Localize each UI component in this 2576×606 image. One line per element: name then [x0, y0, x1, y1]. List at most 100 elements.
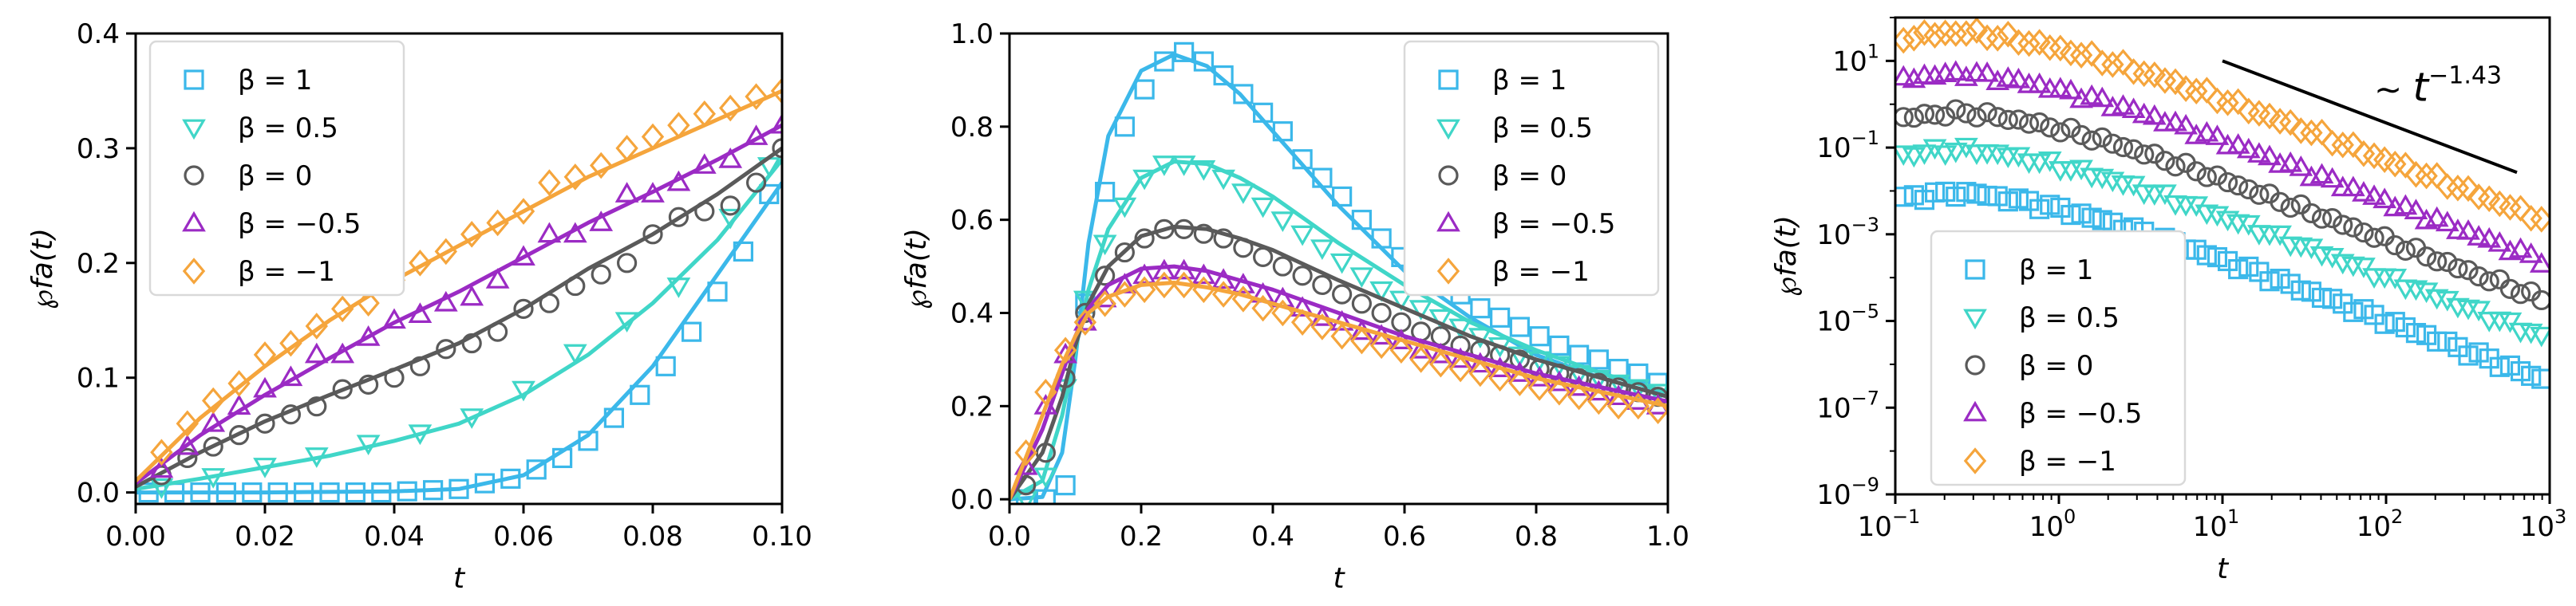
legend-item-beta-1: β = 1 [184, 65, 312, 96]
data-point [2196, 167, 2217, 187]
x-axis-label: t [453, 562, 466, 595]
data-point [2268, 225, 2292, 246]
data-point [563, 344, 587, 365]
data-point [150, 439, 173, 466]
data-point [279, 365, 303, 387]
data-point [2384, 234, 2405, 256]
data-point [2123, 139, 2144, 159]
legend-marker [182, 211, 206, 232]
data-point [720, 195, 741, 216]
data-point [1350, 327, 1373, 355]
data-point [436, 339, 456, 360]
data-point [2393, 194, 2418, 215]
legend: β = 1 β = 0.5 β = 0 β = −0.5 β = −1 [1930, 230, 2187, 486]
x-tick-label: 100 [2029, 506, 2076, 543]
data-point [770, 77, 782, 104]
data-point [2467, 225, 2491, 246]
data-point [371, 482, 392, 503]
data-point [2322, 289, 2343, 309]
data-point [1975, 61, 1999, 82]
x-tick-label: 0.2 [1120, 521, 1163, 553]
legend-marker [1438, 165, 1459, 186]
data-point [1351, 293, 1372, 314]
data-point [2278, 108, 2302, 136]
data-point [2259, 271, 2280, 292]
series-beta-0 [136, 138, 782, 489]
data-point [551, 447, 573, 469]
legend-marker [1436, 211, 1460, 232]
data-point [1231, 183, 1255, 204]
data-point [1211, 268, 1236, 289]
data-point [201, 468, 226, 489]
data-point [2435, 211, 2459, 232]
data-point [203, 436, 223, 457]
data-point [2489, 356, 2510, 377]
data-point [253, 376, 277, 398]
data-point [2258, 144, 2282, 166]
data-point [2343, 301, 2364, 322]
data-point [1114, 116, 1135, 137]
data-point [1975, 24, 1999, 52]
data-point [1251, 294, 1274, 322]
data-point [1211, 169, 1236, 191]
data-point [1152, 271, 1176, 299]
legend-frame [148, 40, 405, 297]
legend-label: β = 0.5 [2019, 302, 2120, 334]
legend-frame [1930, 230, 2187, 486]
data-point [2092, 127, 2112, 148]
data-point [408, 302, 433, 323]
data-point [1014, 439, 1037, 466]
data-point [2487, 230, 2512, 252]
data-point [138, 482, 159, 503]
data-point [1310, 313, 1334, 340]
data-point [2060, 117, 2081, 138]
legend-label: β = 1 [1492, 65, 1567, 96]
data-point [1922, 139, 1947, 160]
data-point [1250, 197, 1275, 218]
data-point [1371, 228, 1392, 249]
data-point [733, 241, 754, 262]
y-tick-label: 0.2 [950, 391, 994, 423]
data-point [1549, 335, 1570, 356]
data-point [2510, 360, 2531, 382]
tick-exponent: −1 [1892, 506, 1920, 528]
data-point [2414, 282, 2439, 304]
data-point [474, 473, 496, 494]
tick-base: 10 [2357, 511, 2391, 543]
data-point [666, 277, 691, 298]
legend-item-beta-0: β = 0 [1965, 350, 2093, 382]
data-point [487, 321, 508, 342]
legend-item-beta-neg-0-5: β = −0.5 [182, 208, 361, 240]
data-point [1428, 309, 1453, 330]
data-point [2352, 258, 2376, 278]
data-point [1956, 103, 1977, 124]
data-point [759, 183, 780, 205]
data-point [1527, 374, 1551, 401]
data-point [2163, 195, 2187, 216]
legend-item-beta-neg-1: β = −1 [1963, 446, 2116, 478]
data-point [2059, 161, 2083, 182]
data-point [331, 295, 354, 323]
data-point [2530, 206, 2550, 233]
legend-label: β = −0.5 [2019, 398, 2142, 430]
data-point [1391, 312, 1412, 333]
data-point [2153, 184, 2177, 206]
data-point [2301, 203, 2322, 224]
data-point [2134, 144, 2155, 165]
data-point [2246, 142, 2271, 163]
data-point [1349, 267, 1374, 289]
data-point [2028, 29, 2051, 56]
data-point [1646, 397, 1668, 424]
data-point [1253, 246, 1274, 267]
legend-marker [1436, 119, 1460, 140]
data-point [500, 468, 521, 489]
data-point [1914, 104, 1935, 124]
data-point [2424, 206, 2449, 227]
legend-item-beta-0-5: β = 0.5 [182, 112, 338, 144]
legend-label: β = −1 [1492, 256, 1590, 288]
data-point [306, 396, 327, 417]
data-point [1233, 238, 1254, 258]
data-point [2132, 184, 2156, 206]
legend-item-beta-0: β = 0 [1438, 160, 1567, 192]
y-tick-label: 0.1 [77, 363, 120, 395]
